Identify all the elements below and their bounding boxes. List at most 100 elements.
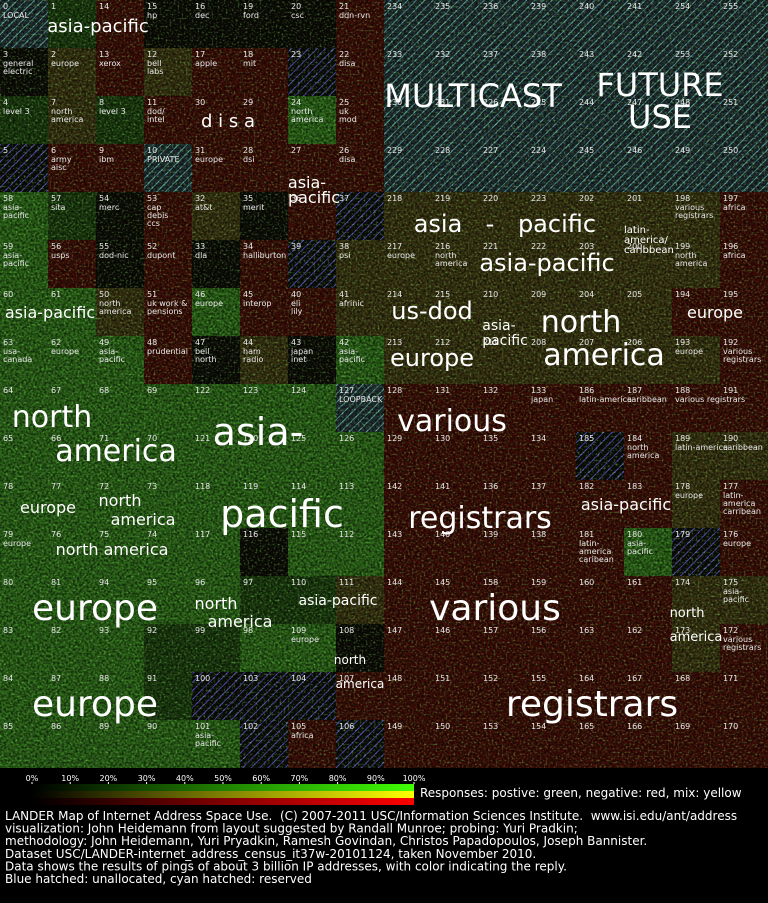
block-number: 129 [387,434,402,443]
block-number: 196 [723,242,738,251]
block-name: latin- [723,491,744,500]
block-number: 57 [51,194,61,203]
block-number: 4 [3,98,8,107]
region-label: caribbean [624,245,674,256]
block-number: 238 [531,50,546,59]
block-name: pacific [627,547,653,556]
block-name: radio [243,355,263,364]
block-number: 24 [291,98,301,107]
block-number: 70 [147,434,157,443]
block-number: 123 [243,386,258,395]
block-name: north [675,251,696,260]
block-number: 254 [675,2,690,11]
block-number: 198 [675,194,690,203]
block-number: 93 [99,626,109,635]
block-number: 175 [723,578,738,587]
block-number: 207 [579,338,594,347]
block-number: 52 [147,242,157,251]
block-number: 167 [627,674,642,683]
block-name: europe [195,155,223,164]
block-number: 13 [99,50,109,59]
block-name: dod/ [147,107,165,116]
block-name: pensions [147,307,183,316]
block-number: 235 [435,2,450,11]
block-number: 118 [195,482,210,491]
block-number: 117 [195,530,210,539]
block-name: pacific [339,355,365,364]
block-number: 42 [339,338,349,347]
block-number: 134 [531,434,546,443]
block-number: 209 [531,290,546,299]
legend-caption: Responses: postive: green, negative: red… [420,786,742,800]
block-name: asia- [723,587,742,596]
region-label: europe [32,588,158,629]
block-name: general [3,59,33,68]
block-number: 10 [147,146,157,155]
block-number: 40 [291,290,301,299]
block-name: ccs [147,219,160,228]
block-number: 140 [435,530,450,539]
block-number: 179 [675,530,690,539]
block-number: 202 [579,194,594,203]
block-number: 39 [291,242,301,251]
block-name: apple [195,59,217,68]
block-name: various registrars [675,395,745,404]
block-name: LOCAL [3,11,30,20]
region-label: europe [390,344,474,372]
region-label: registrars [506,684,678,725]
block-name: north [99,299,120,308]
block-name: registrars [675,211,713,220]
region-label: america [111,510,176,529]
block-number: 173 [675,626,690,635]
region-label: asia-pacific [581,495,671,514]
block-number: 230 [387,98,402,107]
block-name: america [579,547,612,556]
block-number: 135 [483,434,498,443]
block-number: 18 [243,50,253,59]
block-number: 249 [675,146,690,155]
block-number: 148 [387,674,402,683]
legend-tick-label: 90% [367,774,385,783]
block-number: 109 [291,626,306,635]
region-label: asia- [213,410,304,454]
block-number: 208 [531,338,546,347]
block-number: 65 [3,434,13,443]
block-number: 223 [531,194,546,203]
block-number: 59 [3,242,13,251]
credit-line: methodology: John Heidemann, Yuri Pryadk… [5,834,647,848]
block-name: america [435,259,468,268]
block-name: labs [147,67,163,76]
block-name: level 3 [3,107,30,116]
region-label: america [543,338,665,373]
block-number: 232 [435,50,450,59]
block-name: bell [147,59,161,68]
block-number: 160 [579,578,594,587]
block-number: 210 [483,290,498,299]
block-name: level 3 [99,107,126,116]
block-number: 67 [51,386,61,395]
block-name: latin-america [675,443,728,452]
block-number: 15 [147,2,157,11]
block-number: 64 [3,386,13,395]
block-name: merc [99,203,119,212]
region-label: various [397,404,507,439]
block-number: 25 [339,98,349,107]
block-number: 124 [291,386,306,395]
block-number: 56 [51,242,61,251]
block-number: 174 [675,578,690,587]
region-label: MULTICAST [384,77,562,115]
block-name: inet [291,355,306,364]
block-number: 34 [243,242,253,251]
region-label: d i s a [201,111,255,132]
block-name: europe [195,299,223,308]
region-label: america [336,677,385,691]
block-name: caribbean [627,395,667,404]
block-number: 19 [243,2,253,11]
block-number: 110 [291,578,306,587]
block-number: 164 [579,674,594,683]
block-number: 7 [51,98,56,107]
block-number: 219 [435,194,450,203]
block-number: 27 [291,146,301,155]
block-number: 36 [291,194,301,203]
